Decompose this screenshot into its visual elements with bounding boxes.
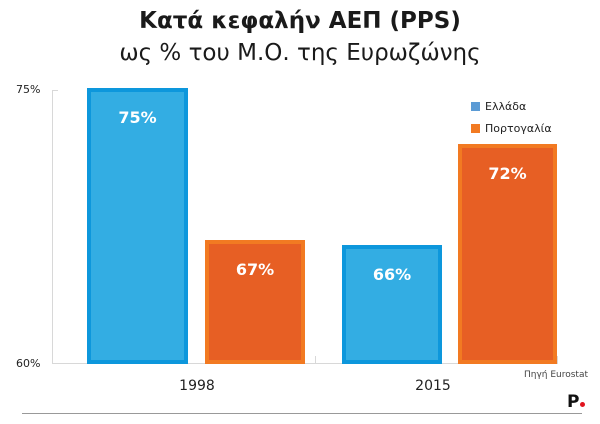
- logo-letter: P: [567, 392, 580, 412]
- chart-subtitle: ως % του Μ.Ο. της Ευρωζώνης: [119, 40, 481, 66]
- y-axis: [52, 90, 53, 364]
- publisher-logo: P: [567, 392, 586, 412]
- bar-value-label: 66%: [372, 265, 412, 284]
- legend-swatch-icon: [471, 124, 480, 133]
- legend-label: Ελλάδα: [485, 100, 527, 113]
- bar-2015-portugal: 72%: [458, 144, 557, 364]
- x-label-2015: 2015: [415, 378, 451, 394]
- bar-value-label: 72%: [488, 164, 527, 183]
- bar-value-label: 75%: [118, 108, 157, 127]
- x-label-1998: 1998: [179, 378, 215, 394]
- y-tick: [52, 90, 58, 91]
- footer-divider: [22, 413, 582, 414]
- bar-1998-greece: 75%: [87, 88, 188, 364]
- x-tick: [315, 356, 316, 364]
- x-axis: [52, 363, 558, 364]
- legend-swatch-icon: [471, 102, 480, 111]
- logo-dot-icon: [580, 402, 586, 407]
- y-tick-label-top: 75%: [16, 83, 41, 96]
- x-tick: [557, 356, 558, 364]
- bar-2015-greece: 66%: [342, 245, 442, 364]
- chart-title: Κατά κεφαλήν ΑΕΠ (PPS): [139, 8, 461, 34]
- y-tick-label-bottom: 60%: [16, 357, 41, 370]
- source-note: Πηγή Eurostat: [523, 370, 588, 380]
- bar-value-label: 67%: [235, 260, 275, 279]
- legend-item-portugal: Πορτογαλία: [471, 122, 552, 135]
- bar-1998-portugal: 67%: [205, 240, 305, 364]
- legend-label: Πορτογαλία: [485, 122, 552, 135]
- legend-item-greece: Ελλάδα: [471, 100, 526, 113]
